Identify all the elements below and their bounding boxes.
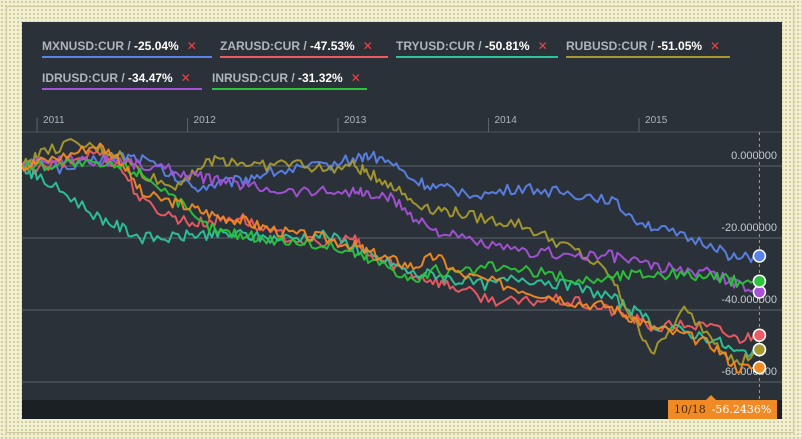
y-tick-label: -60.000000 [721,366,777,378]
legend-symbol: TRYUSD:CUR [396,39,475,53]
marker-layer [752,132,767,400]
series-line-idrusd [22,154,761,293]
legend-item-tryusd[interactable]: TRYUSD:CUR / -50.81% ✕ [396,36,558,58]
legend-symbol: MXNUSD:CUR [42,39,124,53]
x-tick-label: 2015 [645,115,668,126]
series-line-selected [22,142,760,374]
legend-change: -25.04% [134,39,179,53]
y-tick-label: -20.000000 [721,222,777,234]
legend-symbol: IDRUSD:CUR [42,71,118,85]
legend-change: -31.32% [298,71,343,85]
x-tick-label: 2011 [43,115,65,126]
legend-item-inrusd[interactable]: INRUSD:CUR / -31.32% ✕ [212,68,367,90]
remove-series-icon[interactable]: ✕ [186,39,197,53]
series-line-inrusd [22,158,761,288]
x-tick-label: 2013 [344,115,367,126]
legend-separator: / [474,39,485,53]
chart-panel: MXNUSD:CUR / -25.04% ✕ ZARUSD:CUR / -47.53… [22,22,782,419]
legend-change: -47.53% [310,39,355,53]
legend-separator: / [288,71,299,85]
legend-separator: / [118,71,129,85]
remove-series-icon[interactable]: ✕ [180,71,191,85]
remove-series-icon[interactable]: ✕ [362,39,373,53]
legend-item-idrusd[interactable]: IDRUSD:CUR / -34.47% ✕ [42,68,202,90]
endpoint-dot-mxnusd [752,249,767,263]
y-tick-label: -40.000000 [721,294,777,306]
legend-change: -51.05% [657,39,703,53]
footer-band [22,400,782,419]
legend-item-rubusd[interactable]: RUBUSD:CUR / -51.05% ✕ [566,36,730,58]
remove-series-icon[interactable]: ✕ [537,39,548,53]
legend-item-mxnusd[interactable]: MXNUSD:CUR / -25.04% ✕ [42,36,212,58]
x-tick-label: 2012 [194,115,217,126]
y-tick-label: 0.000000 [731,150,777,162]
legend-symbol: INRUSD:CUR [212,71,288,85]
legend-change: -50.81% [484,39,530,53]
legend-symbol: RUBUSD:CUR [566,39,648,53]
x-tick-label: 2014 [495,115,518,126]
legend-symbol: ZARUSD:CUR [220,39,300,53]
legend-separator: / [300,39,311,53]
tooltip-date: 10/18 [674,403,706,416]
endpoint-dot-selected [752,360,767,375]
endpoint-dot-rubusd [752,342,767,357]
series-layer [22,138,761,374]
legend-separator: / [124,39,135,53]
endpoint-dot-inrusd [752,274,767,288]
legend-separator: / [647,39,658,53]
legend-item-zarusd[interactable]: ZARUSD:CUR / -47.53% ✕ [220,36,388,58]
tooltip-caret [706,395,716,400]
line-chart: 2011 2012 2013 2014 2015 0.000000 -20.000000 -4… [22,115,782,419]
tooltip-value: -56.2436% [711,403,772,416]
outer-frame [6,6,794,433]
remove-series-icon[interactable]: ✕ [710,39,721,53]
series-line-mxnusd [22,150,761,264]
remove-series-icon[interactable]: ✕ [350,71,361,85]
endpoint-dot-zarusd [752,328,767,342]
value-tooltip: 10/18 -56.2436% [668,400,778,419]
legend-change: -34.47% [128,71,173,85]
